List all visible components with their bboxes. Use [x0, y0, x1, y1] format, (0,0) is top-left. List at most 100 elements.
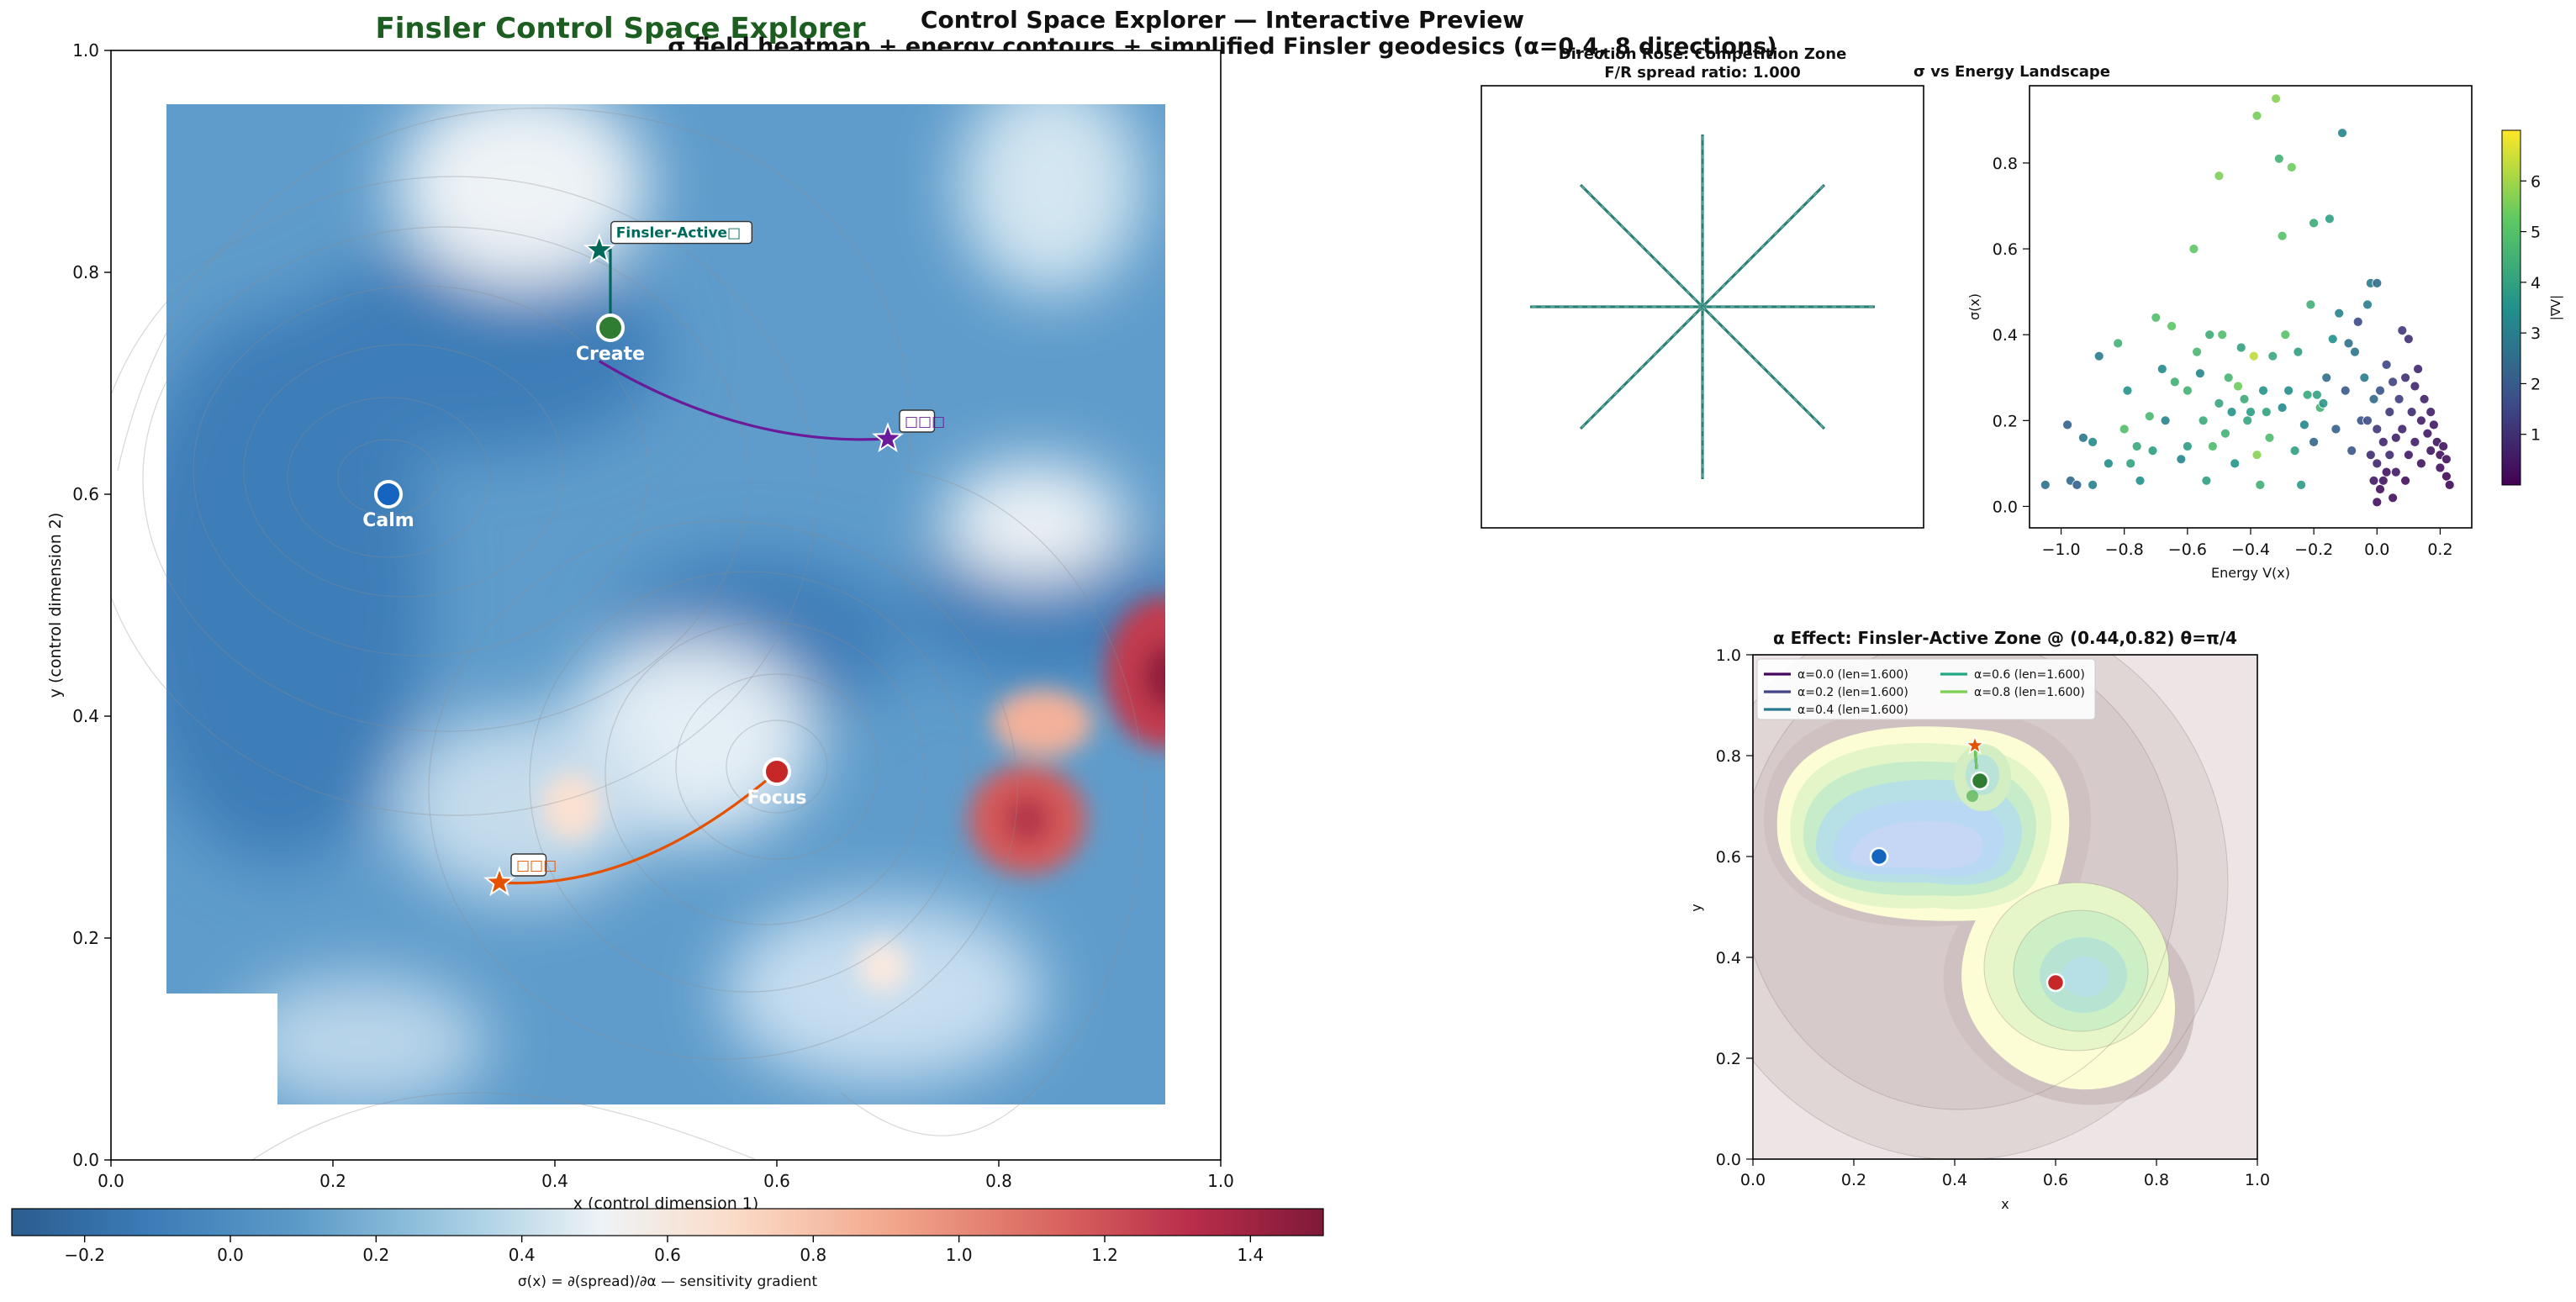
- star-label: □□□: [516, 857, 557, 874]
- attractor-label: Create: [576, 344, 645, 365]
- scatter-point: [2188, 244, 2199, 255]
- scatter-point: [2413, 364, 2424, 374]
- main-axes: 0.0 0.2 0.4 0.6 0.8 1.0 0.0 0.2 0.4 0.6 0.8 1.0: [72, 40, 1234, 1191]
- scatter-point: [2359, 372, 2370, 383]
- colorbar-tick-label: 5: [2531, 224, 2541, 242]
- scatter-point: [2040, 480, 2051, 490]
- scatter-point: [2113, 338, 2124, 349]
- scatter-point: [2255, 480, 2266, 490]
- scatter-point: [2337, 128, 2347, 139]
- hotspot-mid: [992, 689, 1093, 756]
- scatter-point: [2264, 432, 2275, 443]
- star-label: □□□: [905, 414, 945, 430]
- scatter-point: [2331, 424, 2341, 435]
- scatter-point: [2403, 334, 2414, 345]
- scatter-point: [2311, 389, 2322, 400]
- scatter-point: [2062, 419, 2073, 430]
- scatter-point: [2302, 389, 2313, 400]
- contour: [337, 439, 440, 516]
- colorbar-tick-label: 1.4: [1237, 1245, 1264, 1265]
- contour: [428, 520, 1018, 1060]
- y-tick-label: 0.0: [1993, 498, 2018, 516]
- legend-label: α=0.8 (len=1.600): [1974, 686, 2085, 699]
- scatter-colorbar-ticks: 1 2 3 4 5 6: [2521, 172, 2541, 445]
- scatter-point: [2378, 437, 2389, 447]
- start-star-marker: [583, 233, 615, 264]
- scatter-point: [2384, 450, 2395, 461]
- heatmap-outer-bottom: [111, 1104, 1221, 1160]
- x-tick-label: −1.0: [2042, 540, 2081, 559]
- scatter-point: [2321, 372, 2332, 383]
- attractor-marker: [763, 757, 791, 786]
- scatter-point: [2151, 312, 2162, 323]
- y-tick-label: 0.4: [72, 706, 99, 726]
- scatter-point: [2343, 338, 2354, 349]
- scatter-point: [2388, 377, 2399, 387]
- star-label-box: [610, 220, 752, 245]
- scatter-point: [2444, 480, 2455, 490]
- scatter-point: [2426, 407, 2436, 418]
- alpha-xlabel: x: [2001, 1196, 2009, 1212]
- star-label-box: [899, 409, 936, 433]
- contour: [117, 108, 1144, 1136]
- y-tick-label: 0.0: [1716, 1151, 1741, 1169]
- x-tick-label: 0.6: [763, 1171, 790, 1191]
- scatter-point: [2119, 424, 2130, 435]
- sigma-heatmap: [111, 50, 1221, 1160]
- contour: [287, 397, 490, 558]
- scatter-point: [2267, 351, 2278, 361]
- scatter-point: [2147, 445, 2158, 456]
- scatter-point: [2239, 393, 2250, 404]
- scatter-point: [2368, 393, 2379, 404]
- x-tick-label: 0.8: [985, 1171, 1012, 1191]
- alpha-frame: [1752, 654, 2258, 1160]
- app-title: Finsler Control Space Explorer: [376, 12, 866, 45]
- main-plot-frame: [110, 50, 1222, 1161]
- scatter-point: [2088, 480, 2098, 490]
- scatter-point: [2422, 428, 2433, 439]
- scatter-point: [2390, 467, 2401, 477]
- figure-title: Control Space Explorer — Interactive Pre…: [921, 6, 1524, 34]
- star-label-box: [510, 853, 547, 877]
- hotspot-bottom: [858, 941, 908, 992]
- scatter-point: [2236, 342, 2246, 353]
- scatter-point: [2277, 230, 2288, 241]
- alpha-contour-lines: [1753, 655, 2229, 1159]
- scatter-point: [2384, 407, 2395, 418]
- blob-light-top: [395, 84, 647, 286]
- scatter-point: [2410, 381, 2420, 392]
- scatter-point: [2088, 437, 2098, 447]
- blob-light-low: [395, 714, 647, 899]
- scatter-point: [2365, 450, 2376, 461]
- scatter-point: [2233, 381, 2243, 392]
- colorbar-tick-label: 0.0: [217, 1245, 244, 1265]
- alpha-axes: 0.0 0.2 0.4 0.6 0.8 1.0 0.0 0.2 0.4 0.6 0.8 1.0: [1716, 646, 2270, 1189]
- blob-dark-left: [126, 311, 429, 866]
- attractor-marker: [374, 480, 403, 509]
- attractor-marker: [596, 314, 625, 342]
- y-tick-label: 0.8: [1993, 155, 2018, 173]
- legend-box: [1756, 658, 2096, 720]
- x-tick-label: 0.0: [1740, 1171, 1766, 1189]
- attractor-label: Focus: [747, 788, 806, 809]
- x-tick-label: 0.4: [541, 1171, 568, 1191]
- x-tick-label: −0.8: [2105, 540, 2144, 559]
- scatter-point: [2242, 415, 2253, 426]
- colorbar-tick-label: 0.4: [509, 1245, 536, 1265]
- scatter-point: [2220, 428, 2230, 439]
- geodesic-path: [499, 770, 779, 885]
- y-tick-label: 0.8: [1716, 747, 1741, 766]
- y-tick-label: 0.4: [1993, 326, 2018, 345]
- y-tick-label: 0.2: [72, 928, 99, 948]
- scatter-point: [2362, 299, 2373, 310]
- scatter-title: σ vs Energy Landscape: [1914, 63, 2110, 81]
- scatter-point: [2251, 110, 2262, 121]
- x-tick-label: 0.0: [2364, 540, 2389, 559]
- blob-light-right-top: [958, 76, 1143, 294]
- colorbar-tick-label: 1.0: [946, 1245, 973, 1265]
- colorbar-tick-label: 0.2: [362, 1245, 389, 1265]
- main-colorbar: −0.2 0.0 0.2 0.4 0.6 0.8 1.0 1.2 1.4 σ(x) = ∂(sp…: [11, 1208, 1324, 1290]
- scatter-point: [2406, 407, 2417, 418]
- scatter-point: [2251, 450, 2262, 461]
- main-overlay: Calm Create Focus Finsler-Active□ □□□ □□□: [362, 220, 945, 897]
